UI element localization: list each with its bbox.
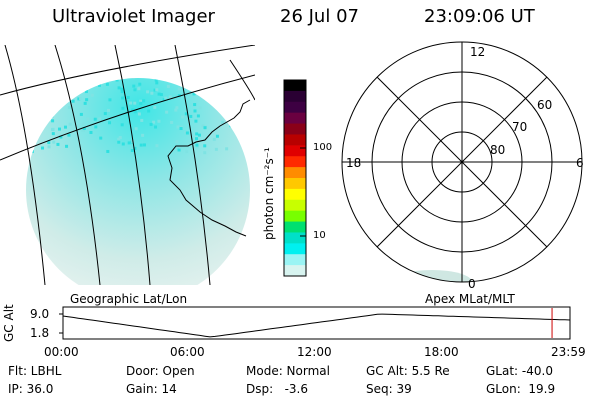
lat-label-70: 70 xyxy=(512,120,528,134)
time-label: 23:09:06 UT xyxy=(424,6,535,27)
timeline-x-tick-2: 12:00 xyxy=(297,345,332,359)
lat-label-60: 60 xyxy=(537,98,553,112)
colorbar-band xyxy=(284,167,306,179)
mlt-label-18: 18 xyxy=(346,156,362,170)
geographic-image xyxy=(0,45,255,285)
app-title: Ultraviolet Imager xyxy=(52,6,215,27)
polar-plot xyxy=(341,41,583,283)
coastline xyxy=(167,99,251,237)
colorbar-band xyxy=(284,265,306,277)
colorbar-tick-100: 100 xyxy=(313,142,333,153)
status-ip: IP: 36.0 xyxy=(8,382,54,396)
aurora-emission xyxy=(26,78,250,285)
mlt-label-0: 0 xyxy=(468,277,476,291)
timeline-y-tick-low: 1.8 xyxy=(30,326,50,340)
mlt-label-12: 12 xyxy=(470,45,486,59)
colorbar-band xyxy=(284,178,306,190)
timeline-y-label: GC Alt xyxy=(2,304,16,342)
altitude-curve xyxy=(62,313,571,338)
colorbar-band xyxy=(284,221,306,233)
colorbar-band xyxy=(284,254,306,266)
colorbar xyxy=(283,79,307,277)
colorbar-band xyxy=(284,123,306,135)
colorbar-tick-10: 10 xyxy=(313,230,326,241)
colorbar-band xyxy=(284,243,306,255)
altitude-timeline xyxy=(59,306,571,340)
colorbar-band xyxy=(284,112,306,125)
mlt-label-6: 6 xyxy=(576,156,584,170)
status-mode: Mode: Normal xyxy=(246,364,330,378)
status-glat: GLat: -40.0 xyxy=(486,364,553,378)
date-label: 26 Jul 07 xyxy=(280,6,359,27)
status-gc-alt: GC Alt: 5.5 Re xyxy=(366,364,450,378)
status-gain: Gain: 14 xyxy=(126,382,177,396)
status-glon: GLon: 19.9 xyxy=(486,382,556,396)
colorbar-band xyxy=(284,101,306,114)
status-door: Door: Open xyxy=(126,364,195,378)
colorbar-band xyxy=(284,134,306,146)
timeline-y-tick-high: 9.0 xyxy=(30,307,50,321)
colorbar-band xyxy=(284,90,306,103)
colorbar-band xyxy=(284,188,306,201)
colorbar-band xyxy=(284,80,306,92)
graticule-lines xyxy=(0,45,255,285)
colorbar-band xyxy=(284,156,306,168)
timeline-x-tick-0: 00:00 xyxy=(44,345,79,359)
colorbar-unit-label: photon cm⁻²s⁻¹ xyxy=(262,147,276,240)
status-filter: Flt: LBHL xyxy=(8,364,62,378)
timeline-x-tick-3: 18:00 xyxy=(424,345,459,359)
status-dsp: Dsp: -3.6 xyxy=(246,382,309,396)
status-seq: Seq: 39 xyxy=(366,382,412,396)
colorbar-band xyxy=(284,232,306,244)
lat-label-80: 80 xyxy=(490,143,506,157)
timeline-x-tick-1: 06:00 xyxy=(170,345,205,359)
timeline-x-tick-4: 23:59 xyxy=(551,345,586,359)
colorbar-band xyxy=(284,210,306,223)
colorbar-band xyxy=(284,145,306,157)
geographic-caption: Geographic Lat/Lon xyxy=(70,292,188,306)
apex-caption: Apex MLat/MLT xyxy=(425,292,515,306)
colorbar-band xyxy=(284,199,306,212)
